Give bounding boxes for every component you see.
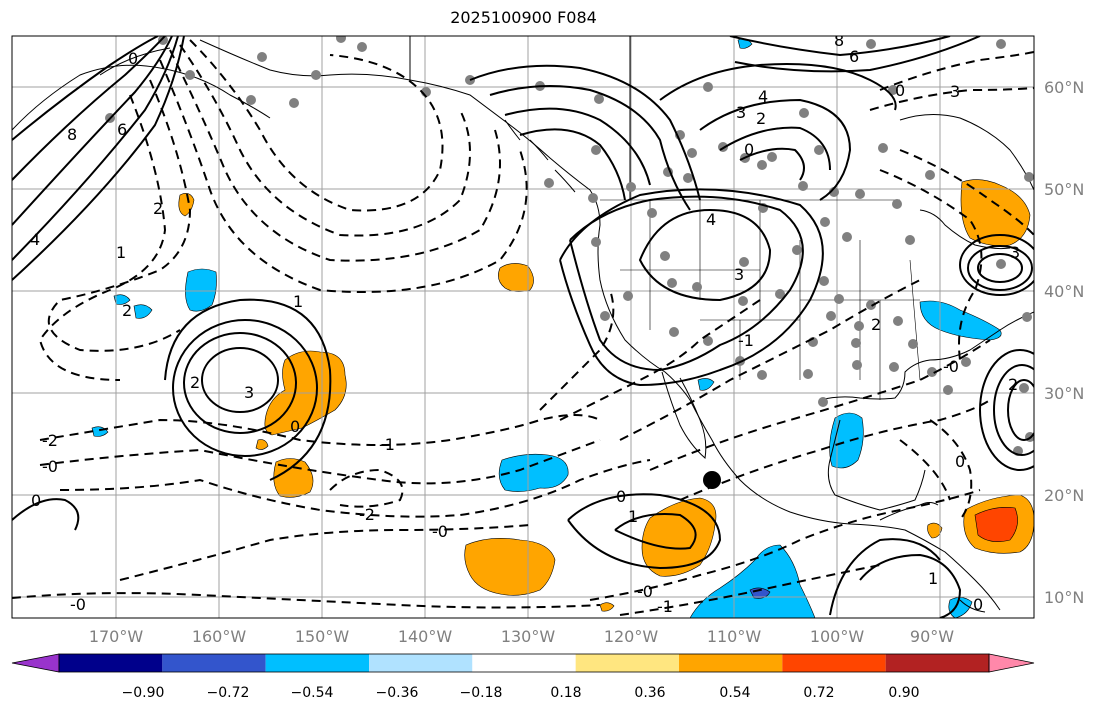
contour-label: 0 bbox=[290, 417, 300, 436]
colorbar-tick-label: −0.72 bbox=[207, 685, 250, 701]
chart-title: 2025100900 F084 bbox=[450, 8, 597, 27]
contour-label: 8 bbox=[67, 125, 77, 144]
map-area: 8 6 0 4 2 1 1 2 3 2 0 -0 -2 -1 -2 -0 -0 … bbox=[12, 31, 1034, 618]
contour-label: -2 bbox=[42, 431, 58, 450]
contour-label: 0 bbox=[616, 487, 626, 506]
dashed-contours bbox=[12, 39, 1034, 616]
colorbar-tick-label: 0.90 bbox=[888, 685, 919, 701]
contour-label: 4 bbox=[706, 210, 716, 229]
contour-label: 1 bbox=[116, 243, 126, 262]
contour-label: 2 bbox=[153, 199, 163, 218]
colorbar-tick-label: 0.72 bbox=[803, 685, 834, 701]
colorbar-tick-labels: −0.90 −0.72 −0.54 −0.36 −0.18 0.18 0.36 … bbox=[122, 685, 920, 701]
contour-label: 6 bbox=[849, 47, 859, 66]
colorbar-extend-high bbox=[988, 653, 1035, 673]
map-frame bbox=[11, 35, 1035, 619]
lon-tick-label: 90°W bbox=[910, 627, 954, 646]
contour-label: 4 bbox=[30, 230, 40, 249]
colorbar-tick-label: 0.18 bbox=[550, 685, 581, 701]
coastlines bbox=[12, 36, 1034, 613]
contour-label: -0 bbox=[943, 357, 959, 376]
lat-tick-label: 40°N bbox=[1044, 282, 1084, 301]
contour-label: 1 bbox=[293, 292, 303, 311]
contour-label: 0 bbox=[128, 49, 138, 68]
lat-tick-label: 50°N bbox=[1044, 180, 1084, 199]
colorbar-segment bbox=[472, 654, 576, 672]
contour-label: 3 bbox=[736, 103, 746, 122]
contour-label: -0 bbox=[637, 582, 653, 601]
contour-label: -1 bbox=[738, 331, 754, 350]
contour-label: -0 bbox=[70, 595, 86, 614]
lon-tick-label: 140°W bbox=[398, 627, 453, 646]
lon-tick-label: 100°W bbox=[810, 627, 865, 646]
contour-label: 3 bbox=[734, 265, 744, 284]
lon-axis: 170°W 160°W 150°W 140°W 130°W 120°W 110°… bbox=[89, 627, 954, 646]
colorbar-segment bbox=[885, 654, 989, 672]
lat-tick-label: 20°N bbox=[1044, 486, 1084, 505]
colorbar-segment bbox=[59, 654, 163, 672]
lon-tick-label: 160°W bbox=[192, 627, 247, 646]
contour-label: 2 bbox=[1008, 375, 1018, 394]
contour-label: 6 bbox=[117, 120, 127, 139]
contour-label: 2 bbox=[871, 315, 881, 334]
position-marker bbox=[703, 471, 721, 489]
station-dots bbox=[105, 36, 1034, 456]
contour-label: 4 bbox=[758, 87, 768, 106]
lat-axis: 60°N 50°N 40°N 30°N 20°N 10°N bbox=[1044, 78, 1084, 607]
lon-tick-label: 110°W bbox=[707, 627, 762, 646]
lat-tick-label: 10°N bbox=[1044, 588, 1084, 607]
contour-label: 0 bbox=[973, 595, 983, 614]
colorbar-tick-label: −0.36 bbox=[376, 685, 419, 701]
colorbar-segment bbox=[369, 654, 473, 672]
colorbar-segment bbox=[162, 654, 266, 672]
contour-label: 1 bbox=[928, 569, 938, 588]
lon-tick-label: 130°W bbox=[501, 627, 556, 646]
contour-label: 3 bbox=[950, 82, 960, 101]
colorbar-segment bbox=[265, 654, 369, 672]
colorbar-segment bbox=[679, 654, 783, 672]
colorbar bbox=[11, 653, 1035, 673]
contour-label: -1 bbox=[657, 597, 673, 616]
lat-tick-label: 30°N bbox=[1044, 384, 1084, 403]
contour-label: 3 bbox=[244, 383, 254, 402]
shaded-regions bbox=[91, 38, 1034, 618]
colorbar-frame bbox=[58, 653, 990, 673]
contour-label: 1 bbox=[628, 507, 638, 526]
solid-contours bbox=[12, 36, 1034, 618]
grid-lines bbox=[12, 36, 1034, 618]
colorbar-tick-label: −0.18 bbox=[460, 685, 503, 701]
contour-label: 2 bbox=[190, 373, 200, 392]
lat-tick-label: 60°N bbox=[1044, 78, 1084, 97]
contour-label: 3 bbox=[1010, 243, 1020, 262]
contour-label: 2 bbox=[122, 301, 132, 320]
contour-label: 0 bbox=[744, 140, 754, 159]
contour-label: 0 bbox=[955, 452, 965, 471]
contour-labels: 8 6 0 4 2 1 1 2 3 2 0 -0 -2 -1 -2 -0 -0 … bbox=[30, 31, 1020, 616]
colorbar-segment bbox=[782, 654, 886, 672]
lon-tick-label: 150°W bbox=[295, 627, 350, 646]
contour-label: 2 bbox=[756, 109, 766, 128]
lon-tick-label: 120°W bbox=[604, 627, 659, 646]
state-borders bbox=[600, 199, 921, 400]
contour-label: -0 bbox=[432, 522, 448, 541]
colorbar-tick-label: 0.54 bbox=[719, 685, 750, 701]
lon-tick-label: 170°W bbox=[89, 627, 144, 646]
contour-label: 0 bbox=[895, 81, 905, 100]
contour-label: -2 bbox=[359, 505, 375, 524]
contour-label: 8 bbox=[834, 31, 844, 50]
colorbar-extend-low bbox=[11, 653, 60, 673]
colorbar-tick-label: 0.36 bbox=[634, 685, 665, 701]
colorbar-tick-label: −0.90 bbox=[122, 685, 165, 701]
colorbar-segment bbox=[575, 654, 679, 672]
contour-label: 0 bbox=[31, 491, 41, 510]
contour-label: -1 bbox=[379, 435, 395, 454]
contour-label: -0 bbox=[42, 457, 58, 476]
colorbar-tick-label: −0.54 bbox=[291, 685, 334, 701]
